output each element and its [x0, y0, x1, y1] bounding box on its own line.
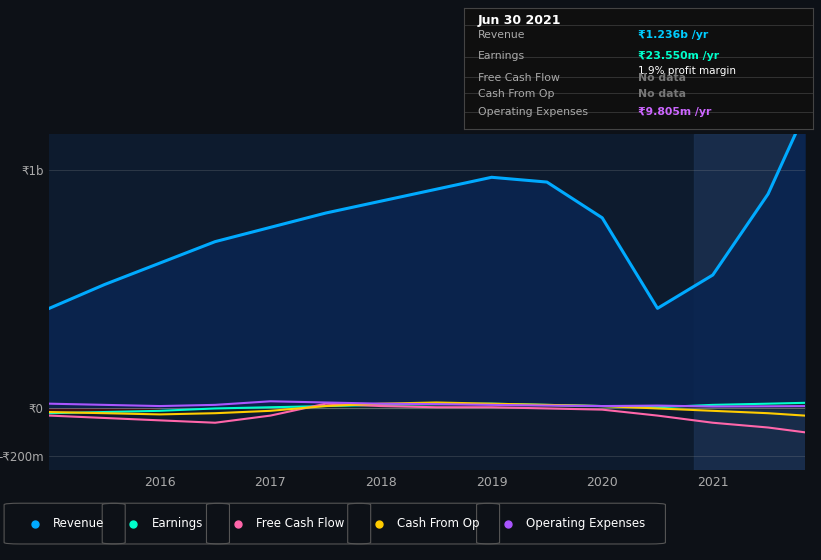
Text: Operating Expenses: Operating Expenses [526, 517, 645, 530]
Text: Earnings: Earnings [151, 517, 203, 530]
Text: ₹1.236b /yr: ₹1.236b /yr [639, 30, 709, 40]
Text: Earnings: Earnings [478, 50, 525, 60]
Text: 1.9% profit margin: 1.9% profit margin [639, 66, 736, 76]
Text: Revenue: Revenue [53, 517, 105, 530]
Text: Cash From Op: Cash From Op [397, 517, 479, 530]
Text: ₹9.805m /yr: ₹9.805m /yr [639, 107, 712, 117]
Text: Revenue: Revenue [478, 30, 525, 40]
Text: ₹23.550m /yr: ₹23.550m /yr [639, 50, 719, 60]
Text: Jun 30 2021: Jun 30 2021 [478, 15, 562, 27]
Text: Free Cash Flow: Free Cash Flow [478, 73, 560, 83]
Text: Free Cash Flow: Free Cash Flow [256, 517, 344, 530]
Text: No data: No data [639, 73, 686, 83]
Bar [694, 134, 805, 470]
Text: Cash From Op: Cash From Op [478, 89, 554, 99]
Text: Operating Expenses: Operating Expenses [478, 107, 588, 117]
Text: No data: No data [639, 89, 686, 99]
